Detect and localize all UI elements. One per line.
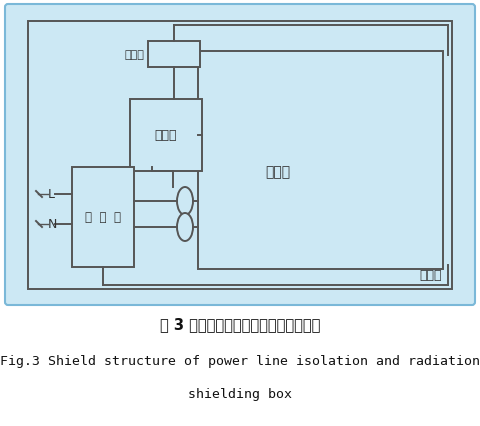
Text: 射频口: 射频口 xyxy=(124,50,144,60)
Text: 屏蔽箱: 屏蔽箱 xyxy=(420,268,442,281)
Ellipse shape xyxy=(177,213,193,242)
Text: L: L xyxy=(48,188,55,201)
Text: 图 3 屏蔽箱电力线隔离和辐射屏蔽结构: 图 3 屏蔽箱电力线隔离和辐射屏蔽结构 xyxy=(160,317,320,332)
Ellipse shape xyxy=(177,187,193,216)
Text: Fig.3 Shield structure of power line isolation and radiation: Fig.3 Shield structure of power line iso… xyxy=(0,355,480,368)
Bar xyxy=(72,167,134,268)
Text: 滤  波  器: 滤 波 器 xyxy=(85,211,121,224)
Bar xyxy=(148,42,200,68)
Text: 耦合器: 耦合器 xyxy=(155,129,177,142)
FancyBboxPatch shape xyxy=(5,5,475,305)
Bar xyxy=(130,100,202,172)
Bar xyxy=(28,22,452,289)
Text: 测试板: 测试板 xyxy=(265,164,290,178)
Text: shielding box: shielding box xyxy=(188,388,292,400)
Text: N: N xyxy=(48,218,58,231)
Bar xyxy=(198,52,443,269)
